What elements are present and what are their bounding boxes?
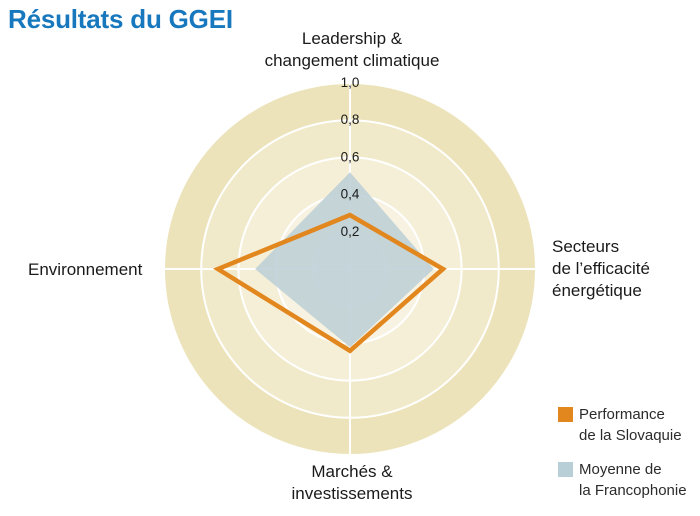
axis-label-marches: Marchés & investissements	[292, 461, 413, 505]
axis-label-line: Environnement	[28, 260, 143, 279]
axis-label-line: Secteurs	[552, 237, 620, 256]
axis-label-line: de l’efficacité	[552, 259, 650, 278]
axis-label-line: Marchés &	[311, 462, 393, 481]
axis-label-line: Leadership &	[301, 29, 403, 48]
svg-text:0,8: 0,8	[341, 112, 360, 127]
legend-label-line: la Francophonie	[579, 482, 687, 499]
axis-label-line: énergétique	[552, 281, 642, 300]
svg-text:0,4: 0,4	[341, 187, 360, 202]
francophonie-swatch-icon	[558, 462, 573, 477]
axis-label-line: changement climatique	[264, 51, 440, 70]
axis-label-leadership: Leadership & changement climatique	[265, 28, 440, 72]
legend-label-line: de la Slovaquie	[579, 427, 682, 444]
axis-label-secteurs: Secteurs de l’efficacité énergétique	[552, 236, 650, 302]
legend: Performance de la Slovaquie Moyenne de l…	[558, 404, 687, 514]
legend-item-slovaquie: Performance de la Slovaquie	[558, 404, 687, 446]
axis-label-environnement: Environnement	[28, 259, 142, 281]
legend-label-line: Performance	[579, 406, 665, 423]
legend-label: Moyenne de la Francophonie	[579, 459, 687, 501]
legend-label-line: Moyenne de	[579, 461, 662, 478]
svg-text:0,2: 0,2	[341, 224, 360, 239]
svg-text:1,0: 1,0	[341, 75, 360, 90]
page-title: Résultats du GGEI	[8, 4, 233, 34]
svg-text:0,6: 0,6	[341, 149, 360, 164]
slovaquie-swatch-icon	[558, 407, 573, 422]
legend-label: Performance de la Slovaquie	[579, 404, 682, 446]
legend-item-francophonie: Moyenne de la Francophonie	[558, 459, 687, 501]
axis-label-line: investissements	[291, 484, 413, 503]
